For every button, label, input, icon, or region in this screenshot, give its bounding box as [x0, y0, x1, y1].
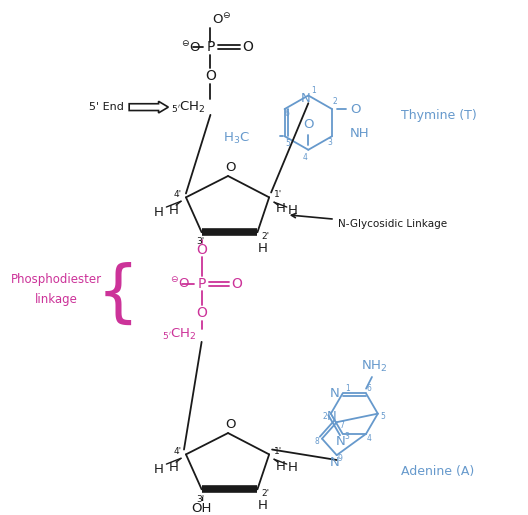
Text: 8: 8	[315, 437, 319, 446]
Text: NH: NH	[350, 127, 369, 140]
Text: O: O	[196, 306, 207, 320]
Text: O$^{\ominus}$: O$^{\ominus}$	[212, 11, 232, 26]
Text: O: O	[242, 40, 253, 54]
Text: 4': 4'	[173, 190, 181, 199]
Text: P: P	[206, 40, 214, 54]
Text: 6: 6	[366, 384, 371, 393]
Text: 3: 3	[344, 432, 349, 441]
Text: 2: 2	[323, 412, 327, 421]
Text: N: N	[330, 456, 340, 469]
Text: H: H	[154, 464, 164, 476]
Text: linkage: linkage	[35, 293, 78, 306]
Text: 5' End: 5' End	[89, 102, 124, 112]
Text: 2': 2'	[261, 232, 269, 241]
Text: N-Glycosidic Linkage: N-Glycosidic Linkage	[291, 214, 447, 230]
Text: OH: OH	[192, 502, 212, 515]
Text: 3: 3	[328, 138, 333, 147]
Text: H$_3$C: H$_3$C	[223, 131, 250, 146]
Text: 1: 1	[311, 86, 316, 95]
Text: NH$_2$: NH$_2$	[361, 359, 387, 374]
Text: O: O	[350, 102, 361, 115]
Text: Adenine (A): Adenine (A)	[401, 466, 475, 478]
Text: H: H	[276, 459, 286, 473]
Text: H: H	[276, 202, 286, 215]
Text: H: H	[257, 500, 267, 512]
Text: O: O	[225, 161, 235, 174]
Text: H: H	[168, 204, 178, 217]
Text: H: H	[168, 461, 178, 474]
Text: Thymine (T): Thymine (T)	[401, 109, 477, 123]
Text: 5: 5	[380, 412, 385, 421]
Text: H: H	[257, 242, 267, 255]
Text: O: O	[303, 118, 314, 131]
Text: $_{5'}$CH$_2$: $_{5'}$CH$_2$	[171, 99, 205, 115]
Text: O: O	[196, 243, 207, 256]
Text: H: H	[154, 207, 164, 219]
Text: 6: 6	[284, 109, 289, 118]
Text: 4: 4	[303, 153, 308, 162]
Text: O: O	[225, 418, 235, 431]
Text: 1': 1'	[274, 447, 282, 456]
Text: P: P	[197, 277, 206, 290]
Text: 3': 3'	[196, 237, 205, 247]
Text: 9: 9	[337, 454, 342, 462]
Text: $_{5'}$CH$_2$: $_{5'}$CH$_2$	[162, 327, 197, 341]
Text: $^{\ominus}$O: $^{\ominus}$O	[170, 276, 190, 291]
Text: 1: 1	[345, 384, 350, 393]
Text: 4': 4'	[173, 447, 181, 456]
Text: 2': 2'	[261, 489, 269, 497]
Text: N: N	[327, 410, 337, 423]
Text: Phosphodiester: Phosphodiester	[11, 273, 102, 286]
Text: 4: 4	[366, 434, 371, 443]
Text: O: O	[205, 69, 216, 83]
FancyArrow shape	[129, 101, 168, 113]
Text: O: O	[231, 277, 242, 290]
Text: N: N	[300, 92, 310, 105]
Text: $^{\ominus}$O: $^{\ominus}$O	[181, 40, 201, 55]
Text: N: N	[330, 387, 340, 400]
Text: {: {	[96, 262, 139, 328]
Text: 7: 7	[339, 421, 344, 430]
Text: H: H	[288, 461, 298, 474]
Text: 1': 1'	[274, 190, 282, 199]
Text: 5: 5	[285, 140, 290, 148]
Text: N: N	[336, 435, 345, 448]
Text: H: H	[288, 204, 298, 217]
Text: 3': 3'	[196, 494, 205, 504]
Text: 2: 2	[333, 97, 337, 106]
